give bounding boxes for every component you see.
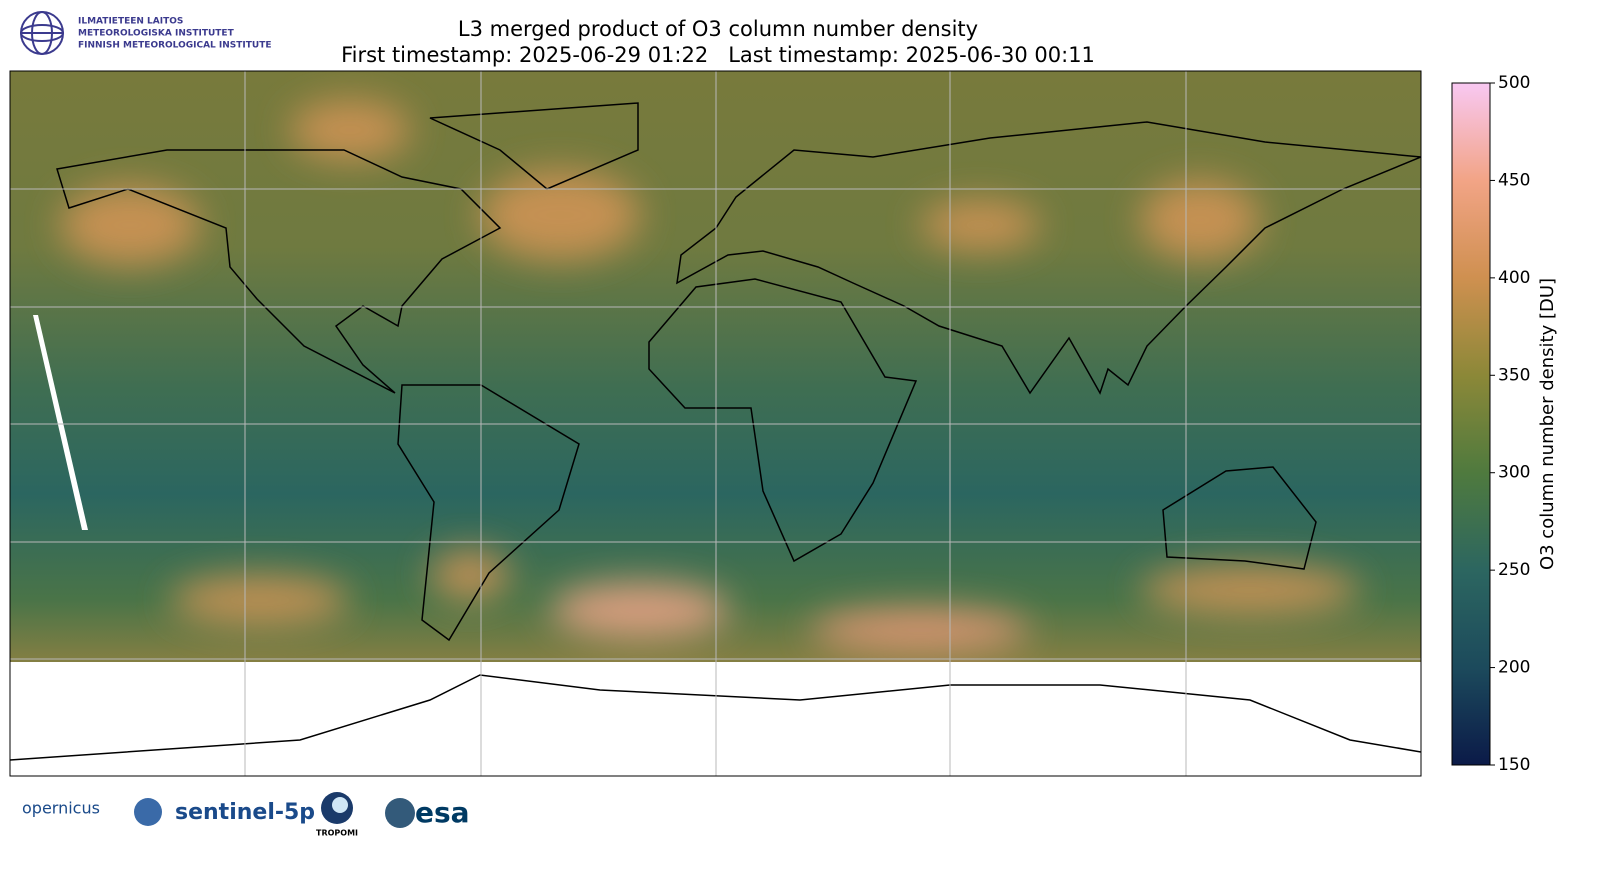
colorbar: 150 200 250 300 350 400 450 500: [1451, 73, 1530, 775]
colorbar-tick-label: 350: [1498, 365, 1530, 385]
colorbar-tick-label: 400: [1498, 268, 1530, 288]
logo-icon: [134, 798, 162, 826]
subtitle: First timestamp: 2025-06-29 01:22 Last t…: [341, 43, 1095, 67]
map-frame: [9, 70, 1422, 777]
colorbar-tick-label: 450: [1498, 170, 1530, 190]
coastlines: [10, 102, 1421, 761]
logo-text: opernicus: [22, 799, 100, 818]
colorbar-label: O3 column number density [DU]: [1537, 278, 1558, 570]
title: L3 merged product of O3 column number de…: [458, 17, 978, 41]
logo-text: sentinel-5p: [175, 800, 315, 825]
colorbar-tick-label: 200: [1498, 658, 1530, 678]
institute-name: METEOROLOGISKA INSTITUTET: [78, 29, 235, 39]
logo-text: esa: [415, 796, 470, 829]
graticule: [10, 71, 1421, 776]
logo-icon: [385, 798, 415, 828]
institute-name: ILMATIETEEN LAITOS: [78, 17, 183, 27]
colorbar-scale: [1451, 82, 1491, 766]
institute-logo: [20, 11, 64, 55]
colorbar-tick-label: 250: [1498, 560, 1530, 580]
logo-icon: [332, 797, 348, 813]
colorbar-tick-label: 300: [1498, 463, 1530, 483]
institute-name: FINNISH METEOROLOGICAL INSTITUTE: [78, 41, 272, 51]
map: [10, 71, 1421, 776]
colorbar-tick-label: 150: [1498, 755, 1530, 775]
logo-text: TROPOMI: [316, 829, 358, 838]
colorbar-tick-label: 500: [1498, 73, 1530, 93]
